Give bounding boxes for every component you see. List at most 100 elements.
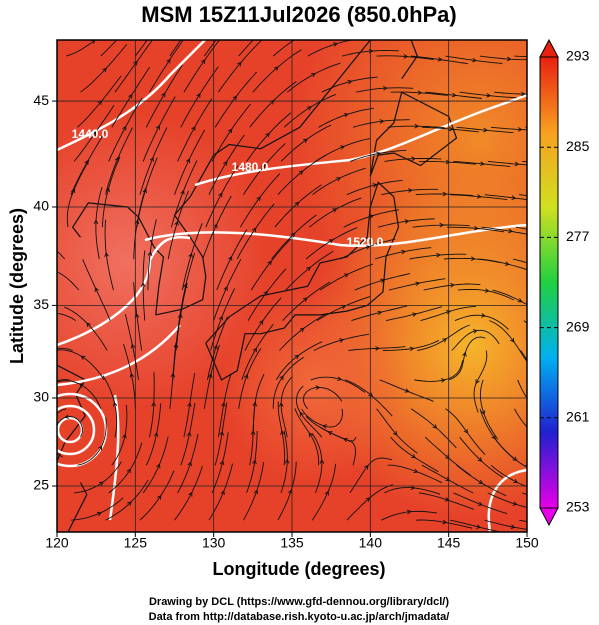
- streamline: [145, 403, 162, 466]
- arrowhead: [481, 313, 486, 318]
- streamline: [74, 461, 122, 494]
- arrowhead: [200, 59, 206, 64]
- arrowhead: [302, 138, 308, 143]
- streamline: [459, 91, 517, 99]
- streamline: [478, 258, 527, 271]
- arrowhead: [256, 196, 261, 201]
- streamline: [346, 484, 394, 521]
- arrowhead: [512, 456, 518, 461]
- arrowhead: [506, 56, 512, 62]
- arrowhead: [403, 54, 409, 59]
- streamline: [183, 373, 196, 438]
- arrowhead: [251, 227, 257, 233]
- streamline: [214, 402, 228, 466]
- arrowhead: [86, 322, 91, 328]
- arrowhead: [404, 219, 410, 224]
- arrowhead: [404, 388, 410, 393]
- streamline: [381, 188, 439, 196]
- arrowhead: [472, 57, 478, 63]
- streamline: [453, 160, 511, 167]
- plot-frame: [56, 39, 528, 533]
- arrowhead: [411, 453, 416, 459]
- arrowhead: [477, 194, 482, 199]
- arrowhead: [377, 310, 383, 316]
- arrowhead: [436, 252, 441, 258]
- arrowhead: [161, 92, 166, 98]
- arrowhead: [512, 501, 518, 506]
- arrowhead: [185, 158, 191, 164]
- arrowhead: [531, 405, 535, 409]
- streamline: [490, 126, 527, 131]
- arrowhead: [376, 151, 381, 157]
- colorbar-extend: [539, 507, 559, 527]
- streamline: [489, 320, 527, 363]
- arrowhead: [218, 192, 223, 198]
- streamline: [349, 149, 407, 162]
- arrowhead: [79, 383, 84, 388]
- streamline: [57, 349, 105, 381]
- streamline: [316, 295, 371, 321]
- streamline: [239, 173, 281, 228]
- streamline: [280, 430, 288, 494]
- coastline: [369, 91, 458, 177]
- streamline: [484, 194, 527, 200]
- arrowhead: [406, 509, 412, 515]
- arrowhead: [514, 161, 520, 167]
- streamline: [517, 379, 527, 399]
- streamline: [247, 268, 287, 321]
- streamline: [454, 314, 509, 330]
- streamline: [487, 492, 527, 508]
- streamline: [202, 195, 232, 260]
- arrowhead: [319, 459, 325, 464]
- streamline: [183, 40, 220, 93]
- arrowhead: [97, 445, 103, 451]
- arrowhead: [322, 424, 328, 429]
- streamline: [217, 373, 232, 438]
- arrowhead: [155, 124, 160, 130]
- streamline: [175, 282, 188, 351]
- streamline: [354, 273, 411, 291]
- streamline: [147, 219, 157, 291]
- streamline: [71, 497, 124, 521]
- arrowhead: [315, 385, 321, 390]
- streamline: [280, 124, 332, 162]
- arrowhead: [151, 401, 157, 407]
- y-tick-label: 30: [33, 389, 49, 405]
- streamline: [57, 347, 73, 351]
- arrowhead: [252, 459, 257, 465]
- arrowhead: [166, 58, 171, 64]
- streamline: [181, 223, 203, 291]
- streamline: [346, 179, 403, 196]
- arrowhead: [477, 501, 483, 506]
- arrowhead: [415, 281, 421, 287]
- arrowhead: [375, 346, 380, 351]
- streamline: [105, 479, 149, 521]
- arrowhead: [187, 402, 192, 407]
- streamline: [249, 81, 297, 128]
- streamline: [479, 379, 499, 440]
- arrowhead: [112, 401, 118, 407]
- arrowhead: [94, 287, 99, 292]
- colorbar: [539, 56, 559, 509]
- streamline: [479, 408, 515, 460]
- arrowhead: [333, 42, 338, 47]
- contour-label: 1440.0: [72, 127, 109, 141]
- streamline: [252, 373, 265, 438]
- arrowhead: [219, 430, 225, 436]
- streamline: [390, 436, 439, 473]
- streamline: [378, 218, 435, 228]
- arrowhead: [484, 288, 490, 293]
- arrowhead: [219, 460, 225, 466]
- arrowhead: [448, 126, 454, 132]
- streamline: [411, 55, 468, 65]
- arrowhead: [232, 95, 237, 101]
- streamline: [95, 186, 103, 260]
- arrowhead: [480, 410, 486, 416]
- y-tick-label: 35: [33, 296, 49, 312]
- streamline: [174, 465, 203, 521]
- streamline: [111, 404, 128, 466]
- streamline: [172, 312, 181, 380]
- arrowhead: [253, 489, 259, 495]
- arrowhead: [43, 349, 47, 353]
- y-axis-label: Latitude (degrees): [7, 208, 27, 364]
